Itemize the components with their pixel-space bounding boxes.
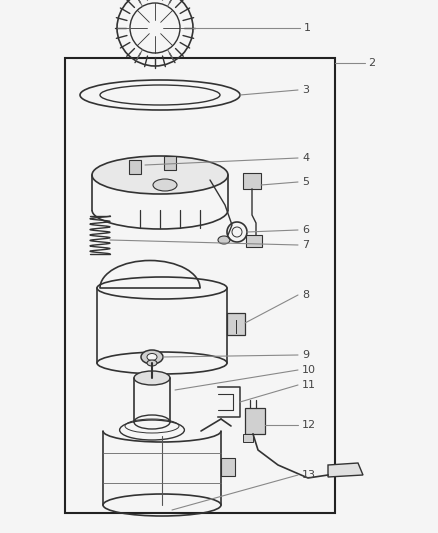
Text: 3: 3 [302,85,309,95]
Bar [245,408,265,434]
Bar [65,58,335,513]
Text: 11: 11 [302,380,316,390]
Ellipse shape [147,360,157,366]
Ellipse shape [218,236,230,244]
Text: 13: 13 [302,470,316,480]
Ellipse shape [147,353,157,360]
Ellipse shape [153,179,177,191]
Text: 5: 5 [302,177,309,187]
Text: 8: 8 [302,290,309,300]
Bar [129,160,141,174]
Polygon shape [328,463,363,477]
Bar [243,434,253,442]
Bar [227,313,245,335]
Text: 12: 12 [302,420,316,430]
Ellipse shape [92,156,228,194]
Text: 6: 6 [302,225,309,235]
Ellipse shape [134,371,170,385]
Text: 2: 2 [368,58,375,68]
Text: 1: 1 [304,23,311,33]
Text: 4: 4 [302,153,309,163]
Text: 9: 9 [302,350,309,360]
Text: 10: 10 [302,365,316,375]
Text: 7: 7 [302,240,309,250]
Bar [243,173,261,189]
Ellipse shape [141,350,163,364]
Bar [221,458,235,476]
Bar [246,235,262,247]
Bar [164,156,176,170]
